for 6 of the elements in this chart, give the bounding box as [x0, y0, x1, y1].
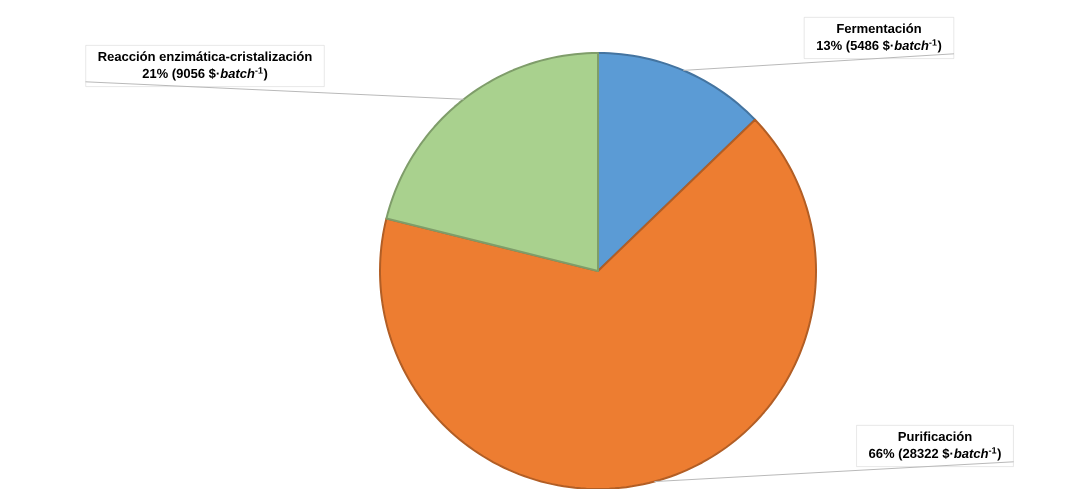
data-label: 66% (28322 $·batch$^{-1}$) [869, 447, 1001, 461]
slice-label: Fermentación [837, 23, 921, 34]
slice-label: Purificación [898, 431, 972, 442]
slice-label: Reacción enzimática-cristalización [98, 51, 312, 62]
data-label: 21% (9056 $·batch$^{-1}$) [142, 67, 268, 81]
data-label: 13% (5486 $·batch$^{-1}$) [817, 39, 942, 53]
